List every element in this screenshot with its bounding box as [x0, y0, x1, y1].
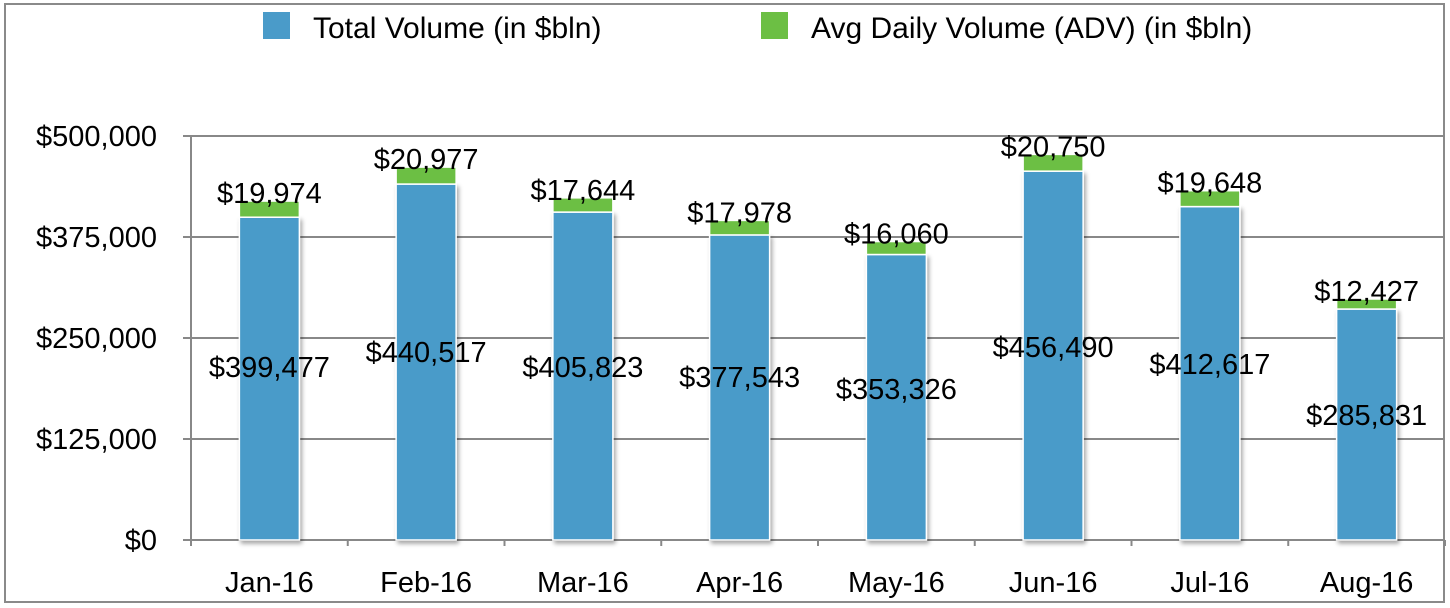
data-label-total-volume: $412,617	[1149, 349, 1270, 381]
bars	[238, 153, 1398, 541]
bar-total-volume	[1022, 170, 1084, 541]
bar-total-volume	[1335, 308, 1398, 541]
y-tick-label: $0	[125, 525, 157, 557]
x-tick-label: Apr-16	[696, 567, 783, 599]
bar-adv	[708, 219, 771, 236]
data-label-adv: $17,644	[530, 175, 635, 207]
bar-adv	[865, 240, 928, 256]
bar-adv	[238, 200, 301, 218]
data-label-total-volume: $405,823	[522, 352, 643, 384]
data-label-adv: $19,974	[217, 178, 322, 210]
data-label-adv: $19,648	[1157, 168, 1262, 200]
data-label-adv: $17,978	[687, 197, 792, 229]
y-tick-label: $500,000	[36, 121, 157, 153]
data-label-total-volume: $285,831	[1306, 400, 1427, 432]
x-axis: Jan-16 Feb-16 Mar-16 Apr-16 May-16 Jun-16 Jul-…	[190, 540, 1446, 599]
data-label-adv: $16,060	[844, 219, 949, 251]
x-tick-label: Jun-16	[1009, 567, 1098, 599]
data-label-total-volume: $399,477	[209, 352, 330, 384]
bar-total-volume	[552, 211, 614, 541]
x-tick-label: Mar-16	[537, 567, 629, 599]
x-tick-label: Feb-16	[380, 567, 472, 599]
data-label-adv: $20,977	[374, 144, 479, 176]
legend-label-adv: Avg Daily Volume (ADV) (in $bln)	[811, 12, 1252, 45]
data-label-adv: $20,750	[1001, 131, 1106, 163]
bar-adv	[552, 197, 614, 213]
bar-adv	[1022, 153, 1084, 172]
legend-swatch-adv	[761, 12, 788, 39]
data-label-adv: $12,427	[1314, 276, 1419, 308]
bar-adv	[1179, 189, 1241, 208]
bar-adv	[1335, 298, 1398, 310]
y-tick-label: $125,000	[36, 424, 157, 456]
data-label-total-volume: $377,543	[679, 362, 800, 394]
x-tick-label: Jul-16	[1170, 567, 1249, 599]
y-tick-label: $250,000	[36, 323, 157, 355]
data-label-total-volume: $353,326	[836, 374, 957, 406]
y-tick-label: $375,000	[36, 222, 157, 254]
data-label-total-volume: $456,490	[993, 332, 1114, 364]
bar-adv	[395, 166, 457, 185]
x-tick-label: Aug-16	[1320, 567, 1414, 599]
x-tick-label: Jan-16	[225, 567, 314, 599]
bar-total-volume	[395, 183, 457, 541]
data-label-total-volume: $440,517	[366, 337, 487, 369]
bar-total-volume	[708, 234, 771, 541]
x-tick-label: May-16	[848, 567, 945, 599]
legend-label-total-volume: Total Volume (in $bln)	[313, 12, 602, 45]
data-labels: $399,477 $19,974 $440,517 $20,977 $405,823 $1…	[209, 131, 1427, 432]
chart-frame	[4, 3, 1445, 603]
y-axis: $0 $125,000 $250,000 $375,000 $500,000	[36, 121, 192, 557]
legend-swatch-total-volume	[263, 12, 290, 39]
legend: Total Volume (in $bln) Avg Daily Volume (…	[263, 12, 1252, 45]
bar-total-volume	[865, 253, 928, 541]
